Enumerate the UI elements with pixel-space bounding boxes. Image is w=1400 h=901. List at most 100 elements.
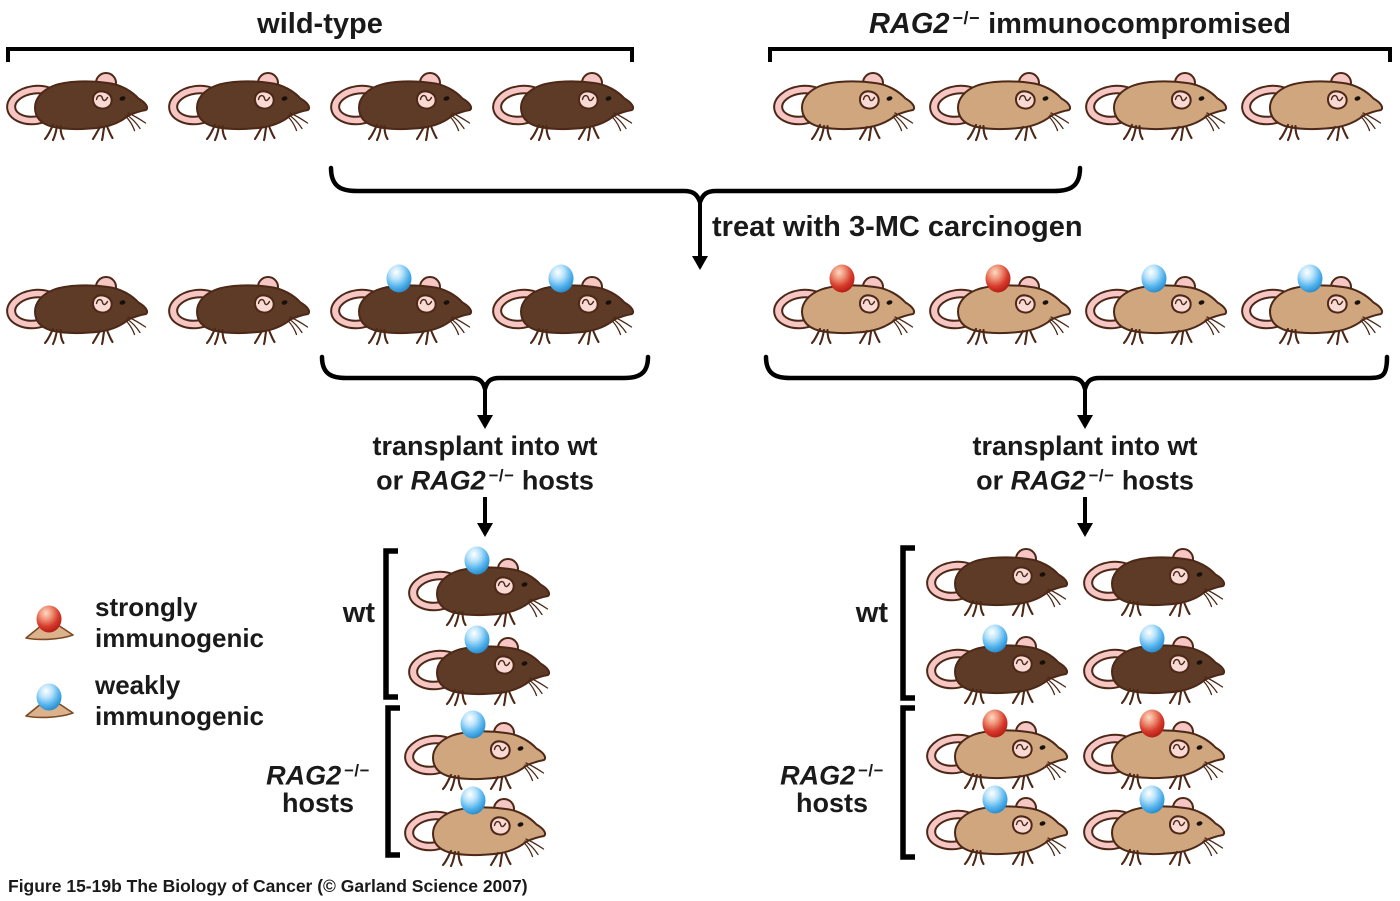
- feet: [205, 123, 276, 142]
- treat-carcinogen-label: treat with 3-MC carcinogen: [712, 211, 1083, 243]
- blue-tumor-icon: [460, 710, 486, 739]
- mouse-body: [358, 80, 473, 130]
- mouse-tan-red-tumor: [925, 707, 1075, 791]
- inner-ear-squiggle: [1330, 298, 1344, 306]
- feet: [205, 327, 276, 346]
- eye: [1196, 821, 1203, 826]
- eye: [281, 300, 288, 305]
- feet: [966, 123, 1037, 142]
- whiskers: [1202, 676, 1224, 696]
- inner-ear-squiggle: [493, 744, 507, 752]
- mouse-dark-blue-tumor: [1082, 622, 1232, 706]
- mouse-dark: [5, 58, 155, 142]
- mouse-tan-red-tumor: [772, 262, 922, 346]
- red-tumor-icon: [982, 709, 1008, 738]
- inner-ear-squiggle: [1172, 743, 1186, 751]
- eye: [517, 822, 524, 827]
- inner-ear-squiggle: [493, 820, 507, 828]
- inner-ear-squiggle: [1015, 819, 1029, 827]
- mouse-svg: [926, 709, 1069, 791]
- inner-ear-squiggle: [419, 94, 433, 102]
- mouse-svg: [168, 276, 311, 346]
- blue-tumor-icon: [982, 785, 1008, 814]
- inner-ear-squiggle: [1015, 743, 1029, 751]
- mouse-tan: [772, 58, 922, 142]
- eye: [1354, 96, 1361, 101]
- mouse-dark-blue-tumor: [407, 544, 557, 628]
- feet: [367, 327, 438, 346]
- eye: [1039, 572, 1046, 577]
- host-label-rag2-left: RAG2 −/− hosts: [266, 760, 370, 819]
- inner-ear-squiggle: [1174, 94, 1188, 102]
- feet: [1120, 772, 1191, 791]
- inner-ear-squiggle: [1330, 94, 1344, 102]
- whiskers: [611, 112, 633, 132]
- bracket-hosts-left-rag2: [385, 705, 400, 858]
- whiskers: [892, 112, 914, 132]
- eye: [1039, 821, 1046, 826]
- mouse-tan-blue-tumor: [1240, 262, 1390, 346]
- feet: [1122, 123, 1193, 142]
- eye: [886, 300, 893, 305]
- mouse-svg: [168, 72, 311, 142]
- feet: [1278, 327, 1349, 346]
- mouse-body: [954, 729, 1069, 779]
- eye: [1042, 300, 1049, 305]
- mouse-svg: [330, 72, 473, 142]
- feet: [1120, 599, 1191, 618]
- feet: [43, 123, 114, 142]
- feet: [1120, 848, 1191, 867]
- arrowhead-transplant-left: [477, 415, 493, 429]
- feet: [445, 688, 516, 707]
- mouse-svg: [1083, 548, 1226, 618]
- red-tumor-icon: [985, 264, 1011, 293]
- feet: [963, 772, 1034, 791]
- mouse-body: [1269, 284, 1384, 334]
- mouse-svg: [408, 546, 551, 628]
- mouse-tan: [1084, 58, 1234, 142]
- mouse-body: [1111, 556, 1226, 606]
- mouse-svg: [926, 785, 1069, 867]
- mouse-svg: [492, 72, 635, 142]
- legend-icon-svg: [25, 605, 74, 641]
- eye: [1196, 660, 1203, 665]
- mouse-svg: [1083, 709, 1226, 791]
- inner-ear-squiggle: [1015, 570, 1029, 578]
- eye: [119, 96, 126, 101]
- mouse-svg: [1241, 72, 1384, 142]
- mouse-dark: [1082, 534, 1232, 618]
- mouse-svg: [926, 624, 1069, 706]
- feet: [529, 327, 600, 346]
- mouse-body: [1113, 80, 1228, 130]
- whiskers: [125, 112, 147, 132]
- mouse-tan-blue-tumor: [1084, 262, 1234, 346]
- eye: [1039, 745, 1046, 750]
- red-tumor-icon: [1139, 709, 1165, 738]
- whiskers: [449, 112, 471, 132]
- mouse-body: [954, 644, 1069, 694]
- legend-strongly-immunogenic-label: strongly immunogenic: [95, 592, 265, 653]
- mouse-body: [34, 80, 149, 130]
- inner-ear-squiggle: [1172, 819, 1186, 827]
- mouse-svg: [404, 710, 547, 792]
- transplant-label-right: transplant into wt or RAG2 −/− hosts: [972, 431, 1198, 496]
- mouse-svg: [1083, 624, 1226, 706]
- mouse-body: [1269, 80, 1384, 130]
- inner-ear-squiggle: [862, 298, 876, 306]
- whiskers: [1048, 316, 1070, 336]
- feet: [43, 327, 114, 346]
- mouse-dark: [167, 262, 317, 346]
- arrowhead-into-hosts-left: [477, 523, 493, 537]
- mouse-tan-blue-tumor: [403, 784, 553, 868]
- mouse-body: [957, 80, 1072, 130]
- blue-tumor-icon: [1297, 264, 1323, 293]
- feet: [966, 327, 1037, 346]
- mouse-tan-blue-tumor: [925, 783, 1075, 867]
- mouse-dark: [5, 262, 155, 346]
- mouse-body: [432, 730, 547, 780]
- whiskers: [527, 598, 549, 618]
- mouse-body: [436, 645, 551, 695]
- mouse-svg: [408, 625, 551, 707]
- arrowhead-treat: [692, 256, 708, 270]
